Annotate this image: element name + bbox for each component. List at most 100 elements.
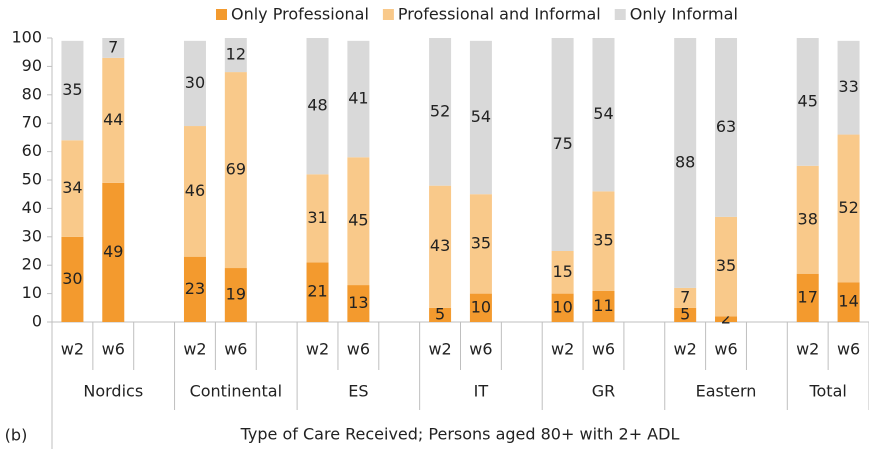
group-label: ES — [348, 382, 368, 401]
bar-segment — [429, 38, 452, 186]
group-label: IT — [474, 382, 489, 401]
data-label: 10 — [552, 297, 572, 316]
legend-swatch — [382, 9, 394, 20]
legend-label: Professional and Informal — [398, 5, 601, 24]
data-label: 88 — [675, 152, 695, 171]
data-label: 69 — [226, 160, 246, 179]
x-tick-label: w2 — [306, 340, 329, 359]
bar-segment — [592, 191, 615, 291]
data-label: 54 — [593, 104, 613, 123]
bar-segment — [469, 194, 492, 294]
data-label: 13 — [348, 293, 368, 312]
bar-segment — [715, 38, 738, 217]
data-label: 15 — [552, 262, 572, 281]
group-label: GR — [592, 382, 616, 401]
data-label: 41 — [348, 89, 368, 108]
bar-segment — [61, 140, 84, 237]
bar-segment — [224, 268, 247, 322]
data-label: 17 — [798, 287, 818, 306]
x-tick-label: w2 — [796, 340, 819, 359]
x-tick-label: w6 — [714, 340, 737, 359]
bar-segment — [306, 38, 329, 175]
data-label: 45 — [348, 211, 368, 230]
data-label: 35 — [716, 256, 736, 275]
bar-segment — [551, 293, 574, 322]
bar-segment — [347, 40, 370, 158]
data-label: 21 — [307, 282, 327, 301]
bar-segment — [429, 307, 452, 322]
data-label: 45 — [798, 91, 818, 110]
y-tick-label: 10 — [22, 283, 42, 302]
data-label: 14 — [838, 292, 858, 311]
bar-segment — [306, 262, 329, 322]
bar-segment — [837, 134, 860, 283]
bar-segment — [469, 293, 492, 322]
bar-segment — [837, 40, 860, 135]
bar-segment — [102, 57, 125, 183]
data-label: 7 — [108, 37, 118, 56]
y-tick-label: 40 — [22, 198, 42, 217]
data-label: 75 — [552, 134, 572, 153]
data-label: 52 — [430, 101, 450, 120]
data-label: 52 — [838, 198, 858, 217]
bar-segment — [347, 157, 370, 286]
x-tick-label: w2 — [674, 340, 697, 359]
group-label: Total — [808, 382, 846, 401]
bar-segment — [592, 290, 615, 322]
x-tick-label: w6 — [837, 340, 860, 359]
x-tick-label: w6 — [224, 340, 247, 359]
bar-segment — [715, 316, 738, 322]
bar-segment — [674, 38, 697, 288]
x-tick-label: w2 — [428, 340, 451, 359]
data-label: 63 — [716, 117, 736, 136]
x-tick-label: w2 — [61, 340, 84, 359]
group-label: Continental — [190, 382, 282, 401]
bar-segment — [796, 165, 819, 274]
data-label: 38 — [798, 209, 818, 228]
bar-segment — [224, 72, 247, 269]
y-tick-label: 60 — [22, 141, 42, 160]
data-label: 30 — [62, 269, 82, 288]
group-label: Nordics — [83, 382, 143, 401]
y-tick-label: 80 — [22, 84, 42, 103]
x-tick-label: w2 — [551, 340, 574, 359]
y-tick-label: 90 — [22, 56, 42, 75]
bar-segment — [429, 185, 452, 308]
bar-segment — [306, 174, 329, 263]
legend-label: Only Informal — [630, 5, 738, 24]
bar-segment — [715, 216, 738, 317]
x-tick-label: w2 — [183, 340, 206, 359]
panel-label: (b) — [5, 426, 28, 445]
bar-segment — [61, 40, 84, 141]
bar-segment — [796, 273, 819, 322]
bar-segment — [183, 40, 206, 127]
bar-segment — [796, 38, 819, 166]
data-label: 7 — [680, 287, 690, 306]
y-tick-label: 0 — [32, 312, 42, 331]
group-label: Eastern — [696, 382, 757, 401]
bar-segment — [551, 251, 574, 294]
data-label: 19 — [226, 285, 246, 304]
bar-segment — [183, 256, 206, 322]
data-label: 33 — [838, 77, 858, 96]
y-tick-label: 100 — [11, 28, 42, 47]
x-axis-label: Type of Care Received; Persons aged 80+ … — [240, 425, 680, 444]
x-tick-label: w6 — [469, 340, 492, 359]
data-label: 35 — [471, 233, 491, 252]
data-label: 34 — [62, 178, 82, 197]
bar-segment — [183, 126, 206, 257]
y-tick-label: 30 — [22, 226, 42, 245]
legend-swatch — [216, 9, 227, 20]
bar-segment — [102, 38, 125, 58]
bar-segment — [102, 182, 125, 322]
x-tick-label: w6 — [347, 340, 370, 359]
data-label: 30 — [185, 73, 205, 92]
legend-label: Only Professional — [231, 5, 369, 24]
bar-segment — [469, 40, 492, 195]
bar-segment — [837, 282, 860, 322]
data-label: 23 — [185, 279, 205, 298]
bar-segment — [674, 287, 697, 308]
data-label: 49 — [103, 242, 123, 261]
bar-segment — [592, 38, 615, 192]
